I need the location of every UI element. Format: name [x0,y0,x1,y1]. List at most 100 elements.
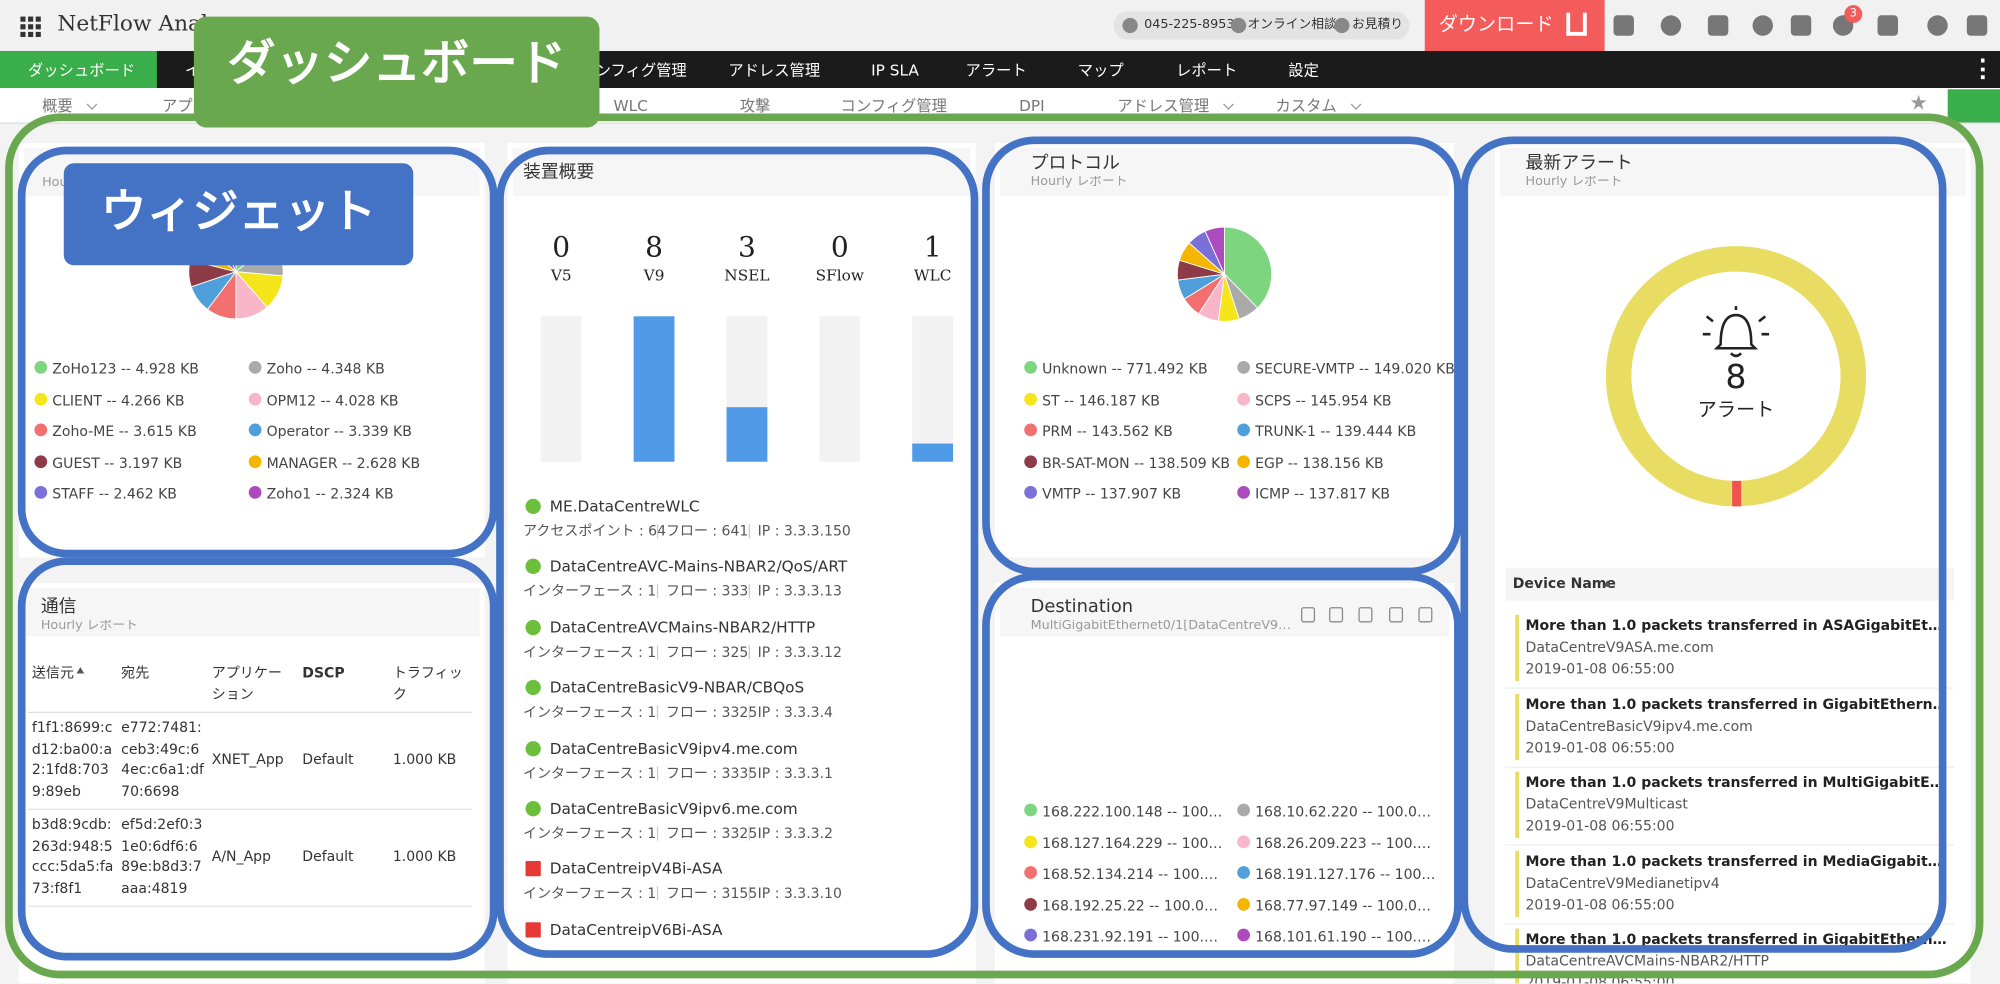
device-icon [525,921,541,938]
widget-tool-icon[interactable] [1329,607,1344,623]
favorite-star[interactable]: ★ [1909,90,1928,115]
bar [726,407,768,462]
bar-track [540,316,582,462]
device-detail: IP : 3.3.3.2 [748,826,833,841]
alert-device: DataCentreV9ASA.me.com [1525,639,1714,656]
column-header[interactable]: トラフィック [392,664,463,703]
device-name[interactable]: DataCentreAVCMains-NBAR2/HTTP [549,618,816,637]
column-header[interactable]: DSCP [302,664,345,682]
device-name[interactable]: ME.DataCentreWLC [549,497,700,516]
device-name[interactable]: DataCentreipV4Bi-ASA [549,860,723,879]
legend-dot [1237,834,1250,848]
nav-item[interactable]: アドレス管理 [728,61,821,80]
legend-dot [1024,486,1037,500]
download-button[interactable] [1424,0,1605,52]
device-detail: IP : 3.3.3.1 [748,766,833,781]
contact-pill [1113,11,1410,40]
legend-dot [248,423,262,437]
widget-title: 通信 [40,596,77,618]
toolbar-icon[interactable] [1660,15,1682,36]
nav-item[interactable]: コンフィグ管理 [580,61,687,80]
subnav-item[interactable]: DPI [1019,96,1045,115]
nav-more[interactable] [1980,58,1989,80]
legend-dot [248,360,262,374]
toolbar-icon[interactable] [1613,15,1634,36]
device-detail: インターフェース : 1 [522,825,657,842]
column-header[interactable]: 送信元 [31,664,74,682]
bell-icon [1702,306,1770,358]
contact-consult[interactable]: オンライン相談 [1247,17,1337,32]
table-cell: ef5d:2ef0:31e0:6df6:689e:b8d3:7aaa:4819 [121,816,203,897]
nav-item[interactable]: 設定 [1288,61,1319,80]
subnav-item[interactable]: WLC [613,96,648,115]
row-rule [28,808,472,810]
column-header: Device Name [1512,575,1616,592]
nav-item[interactable]: レポート [1176,61,1238,80]
widget-tool-icon[interactable] [1389,607,1404,623]
sort-icon [1603,580,1611,587]
bar-track [819,316,861,462]
widget-tool-icon[interactable] [1418,607,1433,623]
toolbar-icon[interactable] [1877,15,1898,36]
widget-card [994,582,1455,984]
sort-icon [76,667,85,674]
device-count: 0 [552,232,571,265]
alert-bar [1515,614,1520,682]
subnav-item[interactable]: カスタム [1276,98,1358,113]
nav-item[interactable]: アラート [965,61,1027,80]
legend-dot [1024,803,1037,817]
nav-item[interactable]: IP SLA [871,61,919,80]
bar [633,316,675,462]
contact-phone[interactable]: 045-225-8953 [1144,17,1235,32]
toolbar-icon[interactable] [1707,15,1729,36]
device-detail: フロー : 325 [656,645,748,660]
toolbar-icon[interactable] [1752,15,1773,36]
subnav-item[interactable]: アドレス管理 [1117,98,1229,113]
add-widget-button[interactable] [1947,89,2000,123]
toolbar-icon[interactable] [1966,15,1988,36]
widget-card [1494,142,1971,984]
alert-time: 2019-01-08 06:55:00 [1525,974,1675,984]
device-name[interactable]: DataCentreBasicV9ipv4.me.com [549,739,798,758]
legend-dot [34,392,48,406]
device-name[interactable]: DataCentreAVC-Mains-NBAR2/QoS/ART [549,557,848,576]
widget-header [1499,147,1966,197]
subnav-item[interactable]: 概要 [42,98,93,113]
device-detail: インターフェース : 1 [522,764,657,782]
nav-item[interactable]: ダッシュボード [28,61,136,80]
contact-icon [1122,17,1138,34]
widget-tool-icon[interactable] [1301,607,1316,623]
device-icon [525,861,541,877]
device-count: 1 [923,232,942,265]
device-detail: フロー : 3325 [656,705,757,720]
legend-dot [1024,897,1037,911]
nav-item[interactable]: マップ [1077,61,1124,80]
device-detail: インターフェース : 1 [522,643,657,661]
subnav-item[interactable]: コンフィグ管理 [840,96,947,115]
alert-device: DataCentreV9Medianetipv4 [1525,874,1720,891]
column-header[interactable]: アプリケーション [211,664,282,703]
contact-quote[interactable]: お見積り [1352,17,1404,32]
app-grid-icon[interactable] [19,15,42,38]
table-cell: A/N_App [211,847,271,865]
column-header[interactable]: 宛先 [121,664,150,682]
legend-dot [1237,803,1250,817]
device-name[interactable]: DataCentreBasicV9ipv6.me.com [549,799,798,818]
table-rule [28,711,472,714]
toolbar-icon[interactable] [1927,15,1948,36]
download-text[interactable]: ダウンロード [1438,12,1554,36]
toolbar-icon[interactable] [1790,15,1812,36]
device-icon [525,559,541,575]
device-icon [525,680,541,696]
legend-dot [34,486,48,500]
device-icon [525,619,541,635]
widget-tool-icon[interactable] [1358,607,1373,623]
device-name[interactable]: DataCentreBasicV9-NBAR/CBQoS [549,678,805,697]
table-cell: 1.000 KB [392,847,457,865]
legend-dot [1237,929,1250,942]
device-name[interactable]: DataCentreipV6Bi-ASA [549,920,723,939]
subnav-item[interactable]: 攻撃 [739,96,771,115]
table-cell: f1f1:8699:cd12:ba00:a2:1fd8:7039:89eb [31,719,113,800]
